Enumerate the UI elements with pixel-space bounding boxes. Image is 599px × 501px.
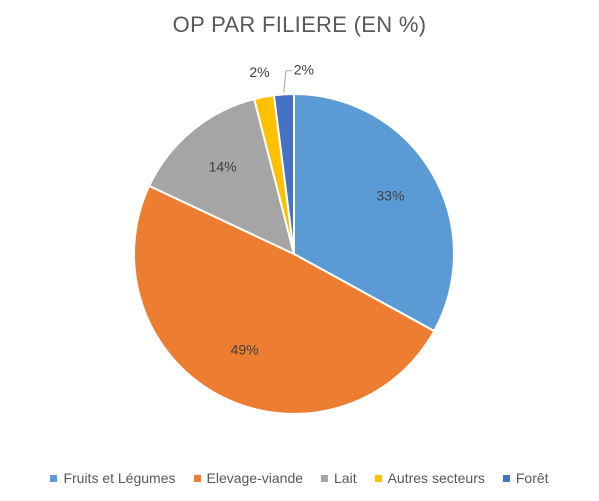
legend-swatch (50, 474, 58, 482)
legend-label: Lait (334, 470, 357, 486)
legend-item-fruits-et-legumes: Fruits et Légumes (50, 470, 176, 486)
legend-item-foret: Forêt (502, 470, 549, 486)
legend-item-elevage-viande: Elevage-viande (193, 470, 304, 486)
data-label-autres-secteurs: 2% (249, 64, 269, 80)
chart-title: OP PAR FILIERE (EN %) (172, 12, 427, 37)
pie-chart: 33% 49% 14% 2% 2% (133, 61, 455, 415)
data-label-fruits-et-legumes: 33% (376, 188, 404, 204)
legend-item-autres-secteurs: Autres secteurs (374, 470, 485, 486)
pie-slice-fruits-et-legumes (293, 92, 455, 333)
pie-slice-lait (147, 97, 296, 256)
legend-swatch (321, 474, 329, 482)
legend-label: Fruits et Légumes (63, 470, 176, 486)
pie-slice-elevage-viande (133, 184, 436, 415)
legend-label: Forêt (515, 470, 549, 486)
legend-swatch (374, 474, 382, 482)
legend-item-lait: Lait (321, 470, 357, 486)
legend-swatch (193, 474, 201, 482)
legend-swatch (502, 474, 510, 482)
leader-line-foret (283, 70, 292, 93)
legend: Fruits et Légumes Elevage-viande Lait Au… (0, 470, 599, 486)
legend-label: Autres secteurs (387, 470, 485, 486)
pie-slice-foret (272, 92, 295, 255)
data-label-elevage-viande: 49% (231, 342, 259, 358)
data-label-foret: 2% (294, 61, 314, 77)
data-label-lait: 14% (209, 158, 237, 174)
legend-label: Elevage-viande (206, 470, 304, 486)
